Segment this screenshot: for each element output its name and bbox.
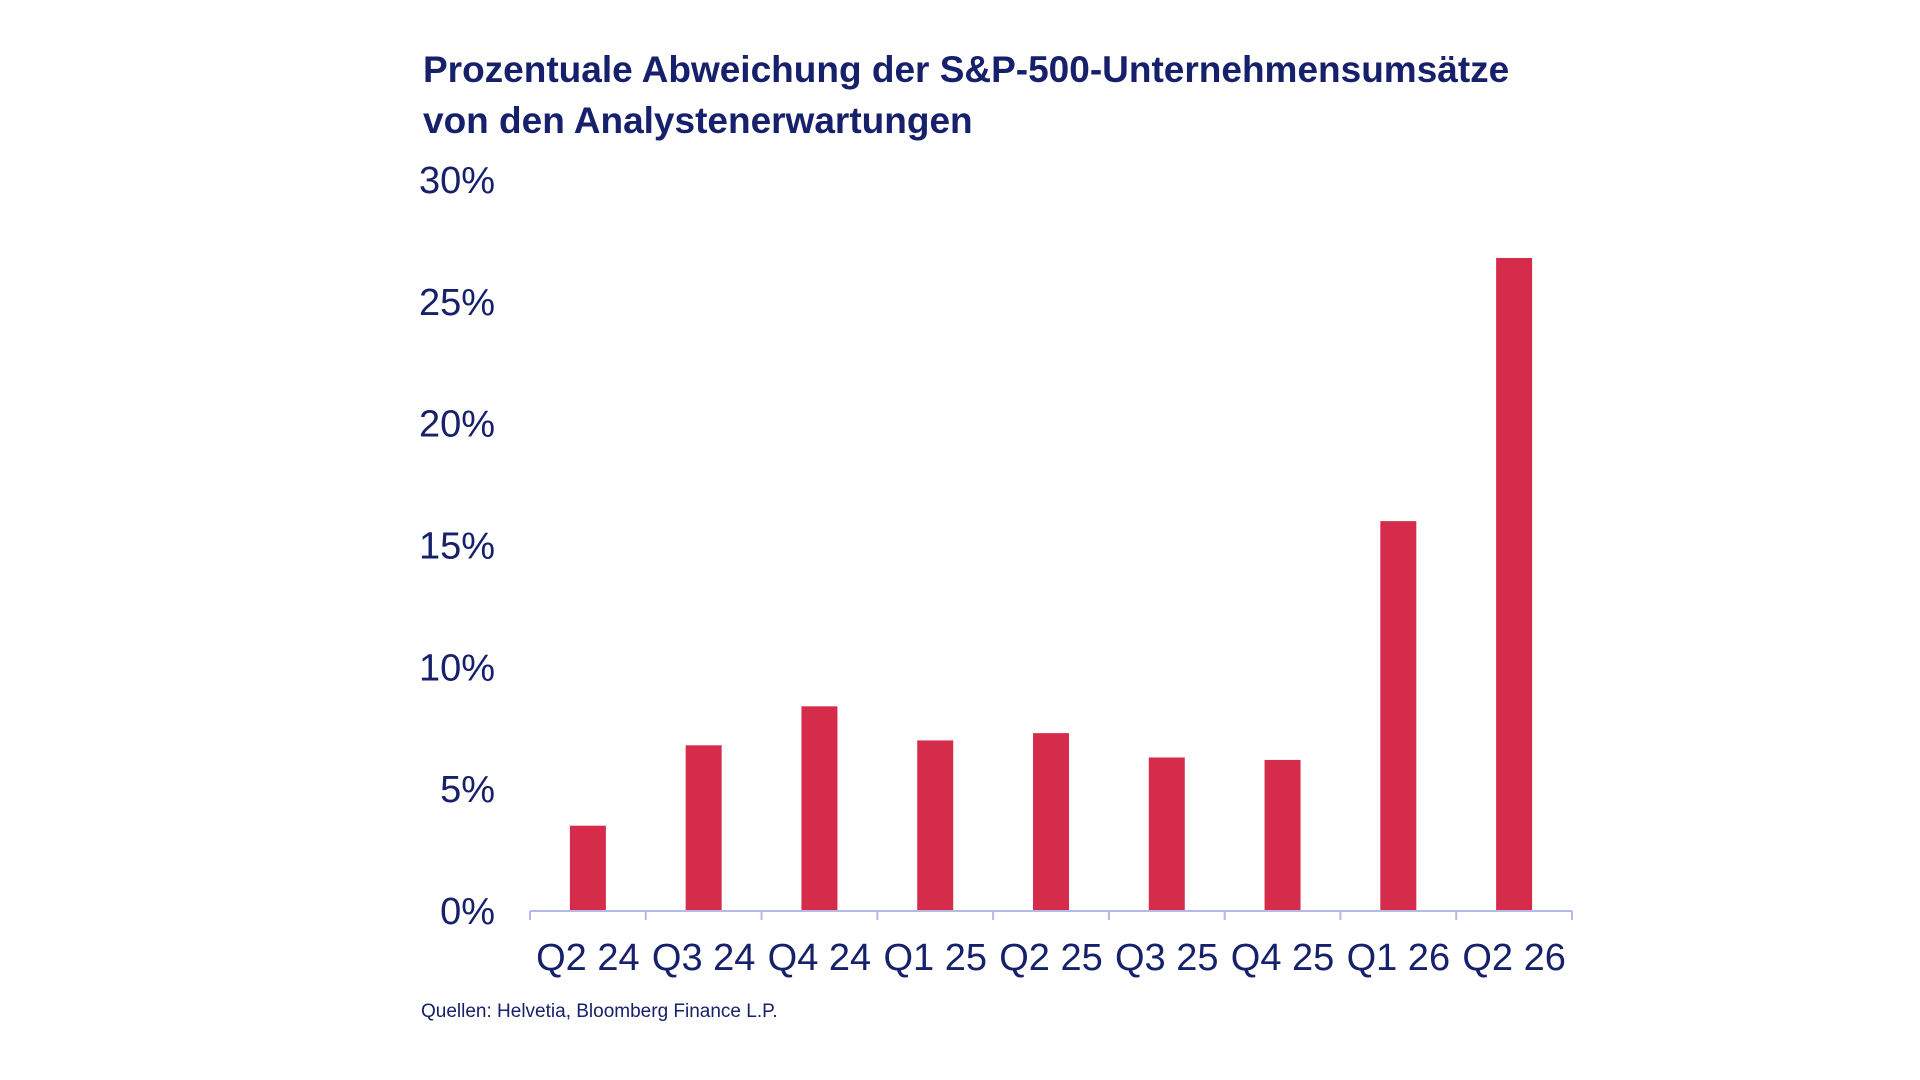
x-tick-labels: Q2 24 Q3 24 Q4 24 Q1 25 Q2 25 Q3 25 Q4 25 Q1 26…: [536, 937, 1566, 979]
chart-subtitle: von den Analystenerwartungen: [423, 100, 973, 141]
bar: [685, 745, 722, 911]
bar: [1264, 759, 1301, 911]
x-axis: [529, 910, 1573, 920]
chart-title: Prozentuale Abweichung der S&P-500-Unter…: [423, 49, 1510, 90]
x-tick-label: Q4 24: [768, 937, 872, 979]
x-tick-label: Q1 26: [1347, 937, 1451, 979]
x-tick-label: Q1 25: [883, 937, 987, 979]
source-note: Quellen: Helvetia, Bloomberg Finance L.P…: [421, 1001, 778, 1022]
y-tick-label: 30%: [419, 160, 495, 202]
y-tick-labels: 0% 5% 10% 15% 20% 25% 30%: [419, 160, 495, 933]
bar: [801, 706, 838, 911]
x-tick-label: Q2 26: [1462, 937, 1566, 979]
bar: [569, 825, 606, 911]
y-tick-label: 5%: [440, 769, 495, 811]
y-tick-label: 10%: [419, 647, 495, 689]
bar: [1033, 733, 1069, 911]
bar: [917, 740, 954, 911]
y-tick-label: 0%: [440, 891, 495, 933]
x-tick-label: Q2 24: [536, 937, 640, 979]
bar: [1496, 257, 1533, 911]
y-tick-label: 25%: [419, 282, 495, 324]
bars: [569, 257, 1533, 911]
bar: [1380, 521, 1417, 911]
bar: [1148, 757, 1185, 911]
x-tick-label: Q3 25: [1115, 937, 1219, 979]
x-tick-label: Q4 25: [1231, 937, 1335, 979]
chart-title-block: Prozentuale Abweichung der S&P-500-Unter…: [423, 44, 1623, 146]
x-tick-label: Q3 24: [652, 937, 756, 979]
y-tick-label: 20%: [419, 404, 495, 446]
y-tick-label: 15%: [419, 526, 495, 568]
x-tick-label: Q2 25: [999, 937, 1103, 979]
